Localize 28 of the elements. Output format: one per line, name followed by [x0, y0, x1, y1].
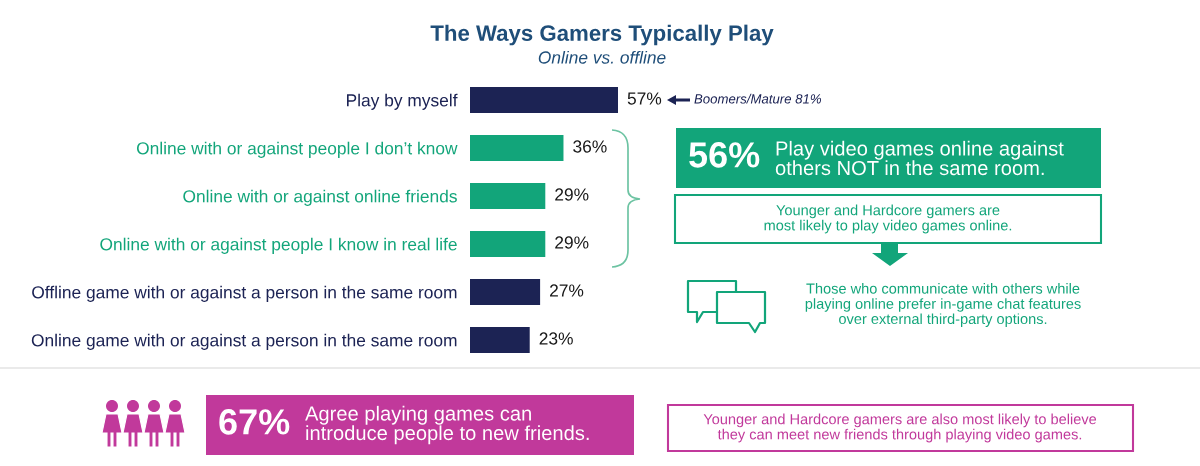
- text: Those who communicate with others while playing online prefer in-game chat features over external third-party options.: [805, 283, 1081, 327]
- y-tick-label: Online with or against online friends: [183, 189, 457, 206]
- data-label: 36%: [573, 140, 607, 153]
- text: 67%: [219, 409, 290, 435]
- bar: [470, 279, 541, 305]
- text: Play video games online against others NOT in the same room.: [775, 140, 1064, 176]
- chart-subtitle: Online vs. offline: [538, 50, 666, 64]
- y-tick-label: Online with or against people I don’t know: [136, 141, 458, 158]
- y-tick-label: Offline game with or against a person in the same room: [32, 285, 457, 302]
- bar: [470, 87, 618, 113]
- data-label: 29%: [555, 188, 589, 201]
- chart-title: The Ways Gamers Typically Play: [430, 24, 774, 46]
- text: Agree playing games can introduce people to new friends.: [305, 405, 589, 445]
- text: Younger and Hardcore gamers are most likely to play video games online.: [764, 204, 1012, 234]
- data-label: 29%: [555, 236, 589, 249]
- y-tick-label: Online game with or against a person in the same room: [31, 333, 457, 350]
- bar: [470, 327, 530, 353]
- bar: [470, 183, 546, 209]
- y-tick-label: Play by myself: [347, 93, 458, 110]
- data-label: 23%: [539, 332, 573, 345]
- bar: [470, 231, 546, 257]
- data-label: 27%: [550, 284, 584, 297]
- bar: [470, 135, 564, 161]
- text: Boomers/Mature 81%: [694, 93, 822, 104]
- text: Younger and Hardcore gamers are also most likely to believe they can meet new friends through playing video games.: [703, 413, 1097, 443]
- data-label: 57%: [627, 92, 662, 105]
- text: 56%: [689, 142, 760, 168]
- y-tick-label: Online with or against people I know in real life: [100, 237, 457, 254]
